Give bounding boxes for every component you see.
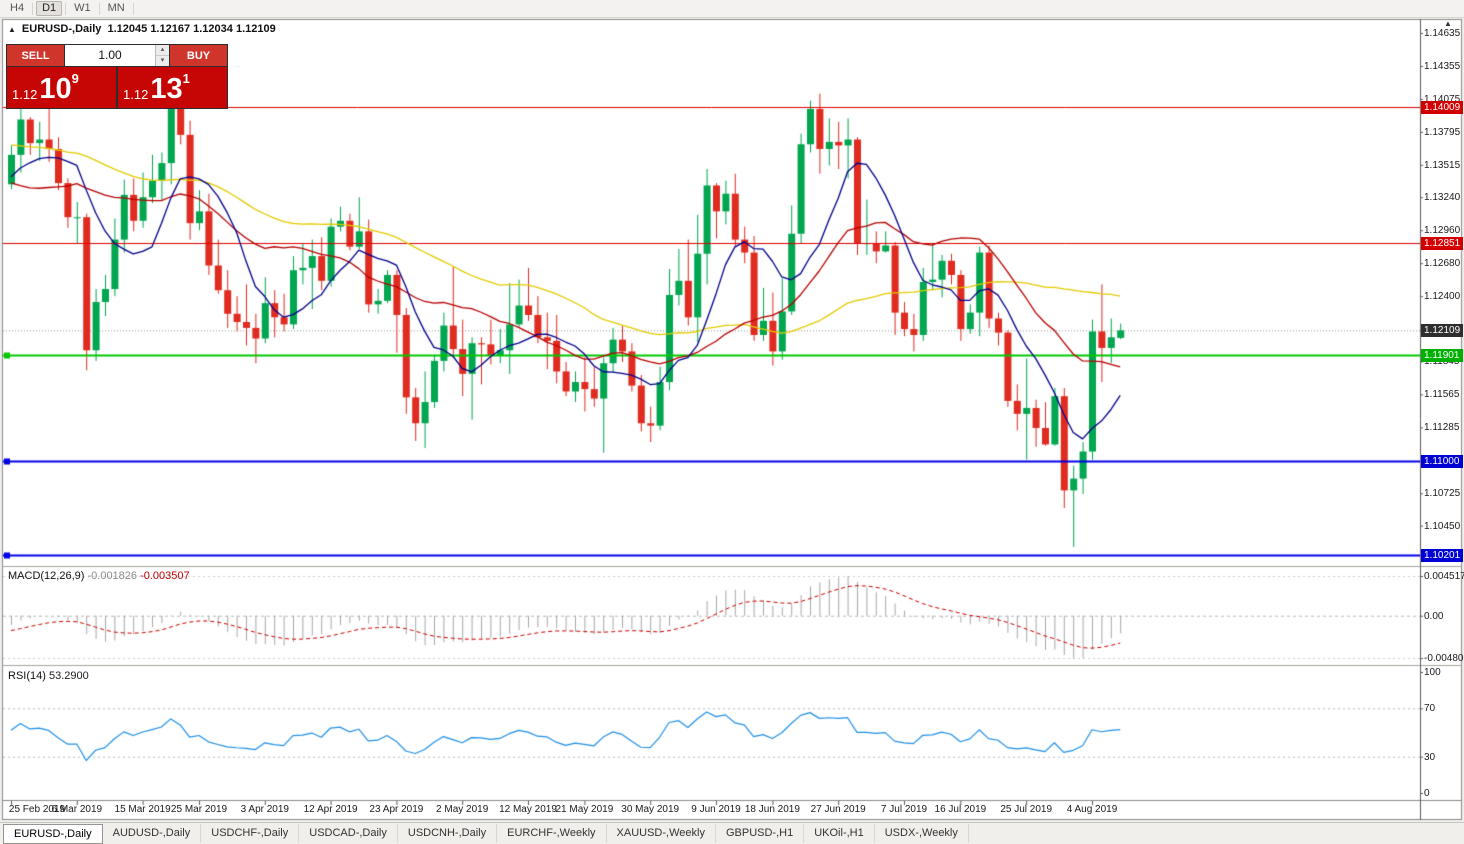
price-level-badge: 1.14009 — [1421, 101, 1463, 114]
price-axis-tick-label: 1.14635 — [1424, 28, 1461, 39]
price-axis-tick-label: 1.10725 — [1424, 488, 1461, 499]
sell-button[interactable]: SELL — [7, 45, 64, 66]
date-axis-label: 21 May 2019 — [555, 804, 614, 815]
chart-tab-eurusd-daily[interactable]: EURUSD-,Daily — [3, 823, 103, 844]
date-axis-label: 23 Apr 2019 — [369, 804, 424, 815]
date-axis-label: 25 Jul 2019 — [1000, 804, 1053, 815]
rsi-axis-label: 100 — [1424, 667, 1441, 678]
rsi-value: 53.2900 — [48, 670, 89, 682]
chart-tab-xauusd-weekly[interactable]: XAUUSD-,Weekly — [607, 824, 716, 843]
price-level-badge: 1.11901 — [1421, 349, 1463, 362]
price-axis-tick-label: 1.13240 — [1424, 192, 1461, 203]
date-axis-label: 3 Apr 2019 — [240, 804, 289, 815]
chart-title: ▲ EURUSD-,Daily 1.12045 1.12167 1.12034 … — [8, 23, 276, 35]
timeframe-button-h4[interactable]: H4 — [10, 2, 25, 14]
date-axis-label: 30 May 2019 — [621, 804, 680, 815]
auto-scroll-marker-icon[interactable]: ▲ — [1444, 19, 1452, 28]
buy-price-prefix: 1.12 — [123, 87, 149, 102]
price-level-badge: 1.11000 — [1421, 455, 1463, 468]
price-axis-tick-label: 1.13795 — [1424, 127, 1461, 138]
date-axis-label: 25 Feb 2019 — [8, 804, 66, 815]
chart-tab-bar: EURUSD-,Daily AUDUSD-,Daily USDCHF-,Daily U… — [0, 822, 1464, 844]
date-axis-label: 12 Apr 2019 — [303, 804, 358, 815]
date-axis-label: 18 Jun 2019 — [744, 804, 800, 815]
date-axis-label: 6 Mar 2019 — [51, 804, 103, 815]
price-axis-tick-label: 1.14075 — [1424, 94, 1461, 105]
sell-price-prefix: 1.12 — [12, 87, 38, 102]
price-axis-tick-label: 1.12960 — [1424, 225, 1461, 236]
macd-axis-label: 0.004517 — [1424, 571, 1464, 582]
buy-button[interactable]: BUY — [170, 45, 227, 66]
date-axis-label: 15 Mar 2019 — [114, 804, 171, 815]
chart-tab-gbpusd-h1[interactable]: GBPUSD-,H1 — [716, 824, 805, 843]
sell-price-point: 9 — [71, 71, 79, 86]
buy-price-display[interactable]: 1.12 13 1 — [118, 67, 227, 108]
rsi-name: RSI(14) — [8, 670, 46, 682]
chart-tab-ukoil-h1[interactable]: UKOil-,H1 — [804, 824, 875, 843]
toolbar-separator — [98, 2, 100, 15]
buy-price-point: 1 — [182, 71, 190, 86]
chart-title-text: EURUSD-,Daily 1.12045 1.12167 1.12034 1.… — [21, 23, 276, 35]
volume-spinner: ▴ ▾ — [155, 45, 169, 66]
rsi-axis-label: 70 — [1424, 703, 1436, 714]
date-axis-label: 16 Jul 2019 — [934, 804, 987, 815]
timeframe-button-d1[interactable]: D1 — [36, 1, 63, 16]
chart-tab-usdx-weekly[interactable]: USDX-,Weekly — [875, 824, 969, 843]
one-click-collapse-icon[interactable]: ▲ — [8, 24, 16, 34]
chart-tab-eurchf-weekly[interactable]: EURCHF-,Weekly — [497, 824, 607, 843]
price-axis-tick-label: 1.12680 — [1424, 258, 1461, 269]
price-axis-tick-label: 1.10450 — [1424, 521, 1461, 532]
price-level-badge: 1.12851 — [1421, 237, 1463, 250]
sell-price-pips: 10 — [39, 73, 72, 105]
rsi-axis-label: 30 — [1424, 752, 1436, 763]
date-axis-label: 4 Aug 2019 — [1066, 804, 1118, 815]
toolbar-separator — [132, 2, 134, 15]
price-level-badge: 1.10201 — [1421, 549, 1463, 562]
rsi-indicator-label: RSI(14) 53.2900 — [8, 670, 89, 682]
macd-indicator-label: MACD(12,26,9) -0.001826 -0.003507 — [8, 570, 190, 582]
current-price-badge: 1.12109 — [1421, 324, 1463, 337]
timeframe-button-w1[interactable]: W1 — [74, 2, 91, 14]
chart-tab-usdchf-daily[interactable]: USDCHF-,Daily — [201, 824, 300, 843]
volume-decrease-button[interactable]: ▾ — [156, 56, 169, 66]
rsi-axis-label: 0 — [1424, 788, 1430, 799]
macd-name: MACD(12,26,9) — [8, 570, 85, 582]
chart-tab-usdcnh-daily[interactable]: USDCNH-,Daily — [398, 824, 498, 843]
timeframe-toolbar: H4 D1 W1 MN — [0, 0, 1464, 18]
chart-tab-usdcad-daily[interactable]: USDCAD-,Daily — [299, 824, 398, 843]
macd-axis-label: 0.00 — [1424, 611, 1444, 622]
price-axis-tick-label: 1.12400 — [1424, 291, 1461, 302]
one-click-trade-panel: SELL 1.00 ▴ ▾ BUY 1.12 10 9 1.12 13 1 — [6, 44, 228, 109]
date-axis-label: 2 May 2019 — [436, 804, 489, 815]
buy-price-pips: 13 — [150, 73, 183, 105]
date-axis-label: 9 Jun 2019 — [691, 804, 741, 815]
price-axis-tick-label: 1.13515 — [1424, 160, 1461, 171]
macd-value-main: -0.001826 — [87, 570, 138, 582]
price-axis-tick-label: 1.11285 — [1424, 422, 1460, 433]
chart-tab-audusd-daily[interactable]: AUDUSD-,Daily — [103, 824, 202, 843]
timeframe-button-mn[interactable]: MN — [107, 2, 125, 14]
price-axis-tick-label: 1.11565 — [1424, 389, 1460, 400]
macd-axis-label: -0.004806 — [1424, 653, 1464, 664]
date-axis-label: 27 Jun 2019 — [810, 804, 866, 815]
sell-price-display[interactable]: 1.12 10 9 — [7, 67, 116, 108]
date-axis-label: 12 May 2019 — [499, 804, 557, 815]
date-axis-label: 25 Mar 2019 — [170, 804, 228, 815]
toolbar-separator — [65, 2, 67, 15]
volume-input[interactable]: 1.00 ▴ ▾ — [65, 45, 169, 66]
price-axis-tick-label: 1.14355 — [1424, 61, 1461, 72]
date-axis-label: 7 Jul 2019 — [880, 804, 928, 815]
toolbar-separator — [32, 2, 34, 15]
volume-increase-button[interactable]: ▴ — [156, 45, 169, 56]
volume-value[interactable]: 1.00 — [98, 48, 122, 62]
macd-value-signal: -0.003507 — [140, 570, 190, 582]
